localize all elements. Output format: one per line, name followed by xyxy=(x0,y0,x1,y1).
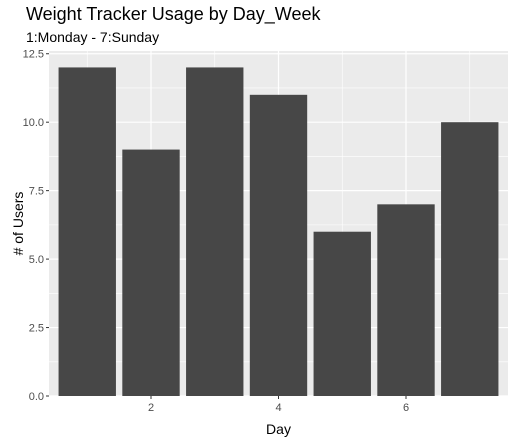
x-tick-label: 2 xyxy=(148,402,154,414)
y-tick-label: 2.5 xyxy=(29,323,44,335)
y-tick-label: 0.0 xyxy=(29,391,44,403)
bar-day-2 xyxy=(122,149,180,396)
x-tick-label: 6 xyxy=(403,402,409,414)
bar-day-1 xyxy=(58,67,116,396)
y-axis-title: # of Users xyxy=(10,192,26,256)
bar-day-4 xyxy=(249,94,308,397)
y-tick-label: 5.0 xyxy=(29,254,44,266)
x-axis-title: Day xyxy=(266,421,291,437)
bar-day-3 xyxy=(186,67,244,396)
x-axis: 2 4 6 xyxy=(148,396,409,414)
chart-title: Weight Tracker Usage by Day_Week xyxy=(26,4,321,24)
chart-subtitle: 1:Monday - 7:Sunday xyxy=(26,29,160,45)
bars xyxy=(58,67,499,397)
y-axis: 0.0 2.5 5.0 7.5 10.0 12.5 xyxy=(23,49,49,403)
y-tick-label: 10.0 xyxy=(23,117,44,129)
bar-day-5 xyxy=(313,231,371,396)
y-tick-label: 12.5 xyxy=(23,49,44,61)
bar-day-6 xyxy=(377,204,435,396)
bar-day-7 xyxy=(441,122,499,396)
y-tick-label: 7.5 xyxy=(29,186,44,198)
x-tick-label: 4 xyxy=(275,402,281,414)
